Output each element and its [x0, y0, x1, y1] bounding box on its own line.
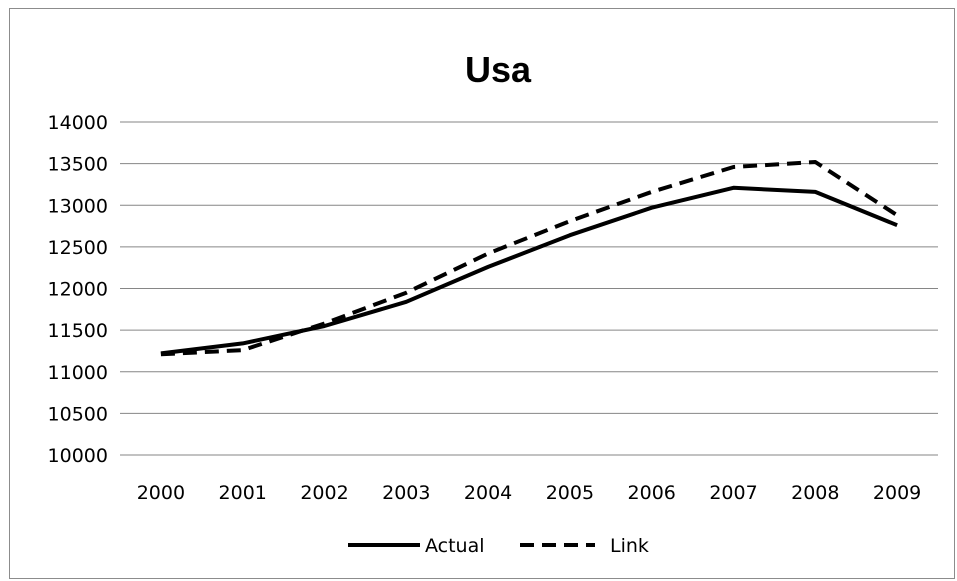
gridlines — [120, 121, 938, 456]
x-tick-label: 2001 — [219, 482, 267, 504]
y-tick-label: 11000 — [48, 362, 108, 384]
series-line-link — [160, 160, 899, 357]
x-tick-label: 2006 — [628, 482, 676, 504]
x-tick-label: 2004 — [464, 482, 512, 504]
y-tick-label: 12500 — [48, 237, 108, 259]
legend-label-actual: Actual — [425, 535, 485, 557]
line-chart: Usa 100001050011000115001200012500130001… — [48, 49, 938, 557]
x-tick-label: 2000 — [137, 482, 185, 504]
chart-title: Usa — [465, 49, 532, 90]
y-tick-label: 14000 — [48, 112, 108, 134]
x-axis-ticks: 2000 2001 2002 2003 2004 2005 2006 2007 2008 2009 — [137, 482, 922, 504]
y-tick-label: 13500 — [48, 154, 108, 176]
series-lines — [160, 160, 899, 357]
x-tick-label: 2008 — [791, 482, 839, 504]
y-axis-ticks: 10000 10500 11000 11500 12000 12500 13000 13500… — [48, 112, 108, 467]
y-tick-label: 12000 — [48, 279, 108, 301]
chart-frame: Usa 10000 10500 11000 11500 12000 12500 13000 1… — [9, 8, 955, 579]
x-tick-label: 2005 — [546, 482, 594, 504]
y-tick-label: 13000 — [48, 195, 108, 217]
legend-label-link: Link — [610, 535, 649, 557]
x-tick-label: 2009 — [873, 482, 921, 504]
x-tick-label: 2002 — [300, 482, 348, 504]
x-tick-label: 2003 — [382, 482, 430, 504]
series-line-actual — [160, 185, 898, 356]
legend: Actual Link — [348, 535, 649, 557]
y-tick-label: 11500 — [48, 320, 108, 342]
y-tick-label: 10000 — [48, 445, 108, 467]
y-tick-label: 10500 — [48, 403, 108, 425]
x-tick-label: 2007 — [709, 482, 757, 504]
